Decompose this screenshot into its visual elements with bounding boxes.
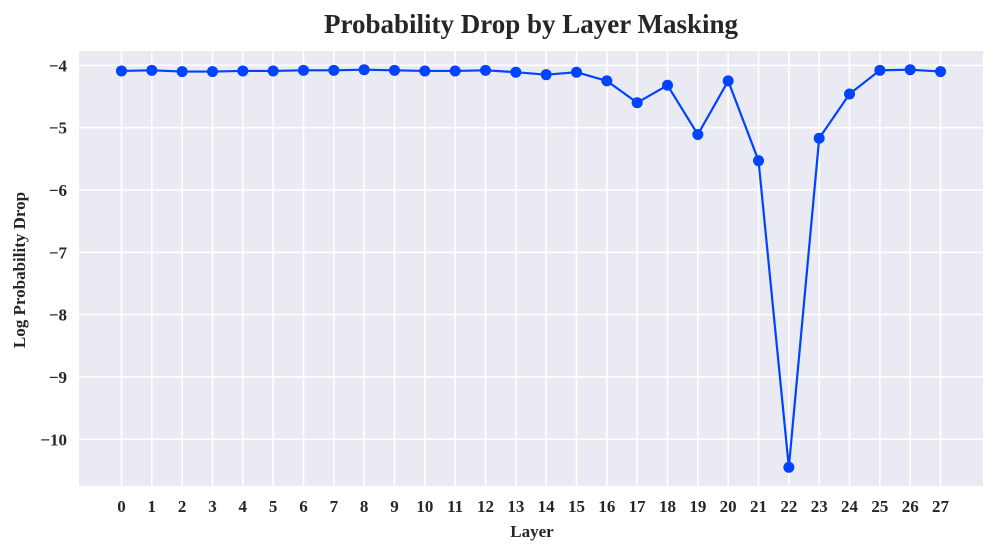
series-group [115, 64, 947, 473]
data-point [601, 75, 613, 87]
x-tick-label: 7 [330, 497, 339, 516]
y-tick-label: −10 [40, 430, 67, 449]
data-point [115, 65, 127, 77]
y-tick-label: −5 [49, 119, 67, 138]
data-point [358, 64, 370, 76]
data-point [510, 66, 522, 78]
x-tick-label: 5 [269, 497, 278, 516]
data-point [267, 65, 279, 77]
data-point [146, 64, 158, 76]
x-tick-label: 16 [598, 497, 615, 516]
data-point [692, 129, 704, 141]
x-tick-label: 15 [568, 497, 585, 516]
data-point [753, 155, 765, 167]
x-tick-label: 18 [659, 497, 676, 516]
x-tick-label: 4 [239, 497, 248, 516]
x-axis-ticks: 0 1 2 3 4 5 6 7 8 9 10 11 12 13 14 15 16 17 18 19 20 21 22 23 24… [117, 497, 949, 516]
data-point [662, 79, 674, 91]
x-axis-label: Layer [510, 522, 554, 541]
data-point [328, 64, 340, 76]
data-point [844, 88, 856, 100]
y-tick-label: −9 [49, 368, 67, 387]
y-axis-label: Log Probability Drop [10, 192, 29, 348]
x-tick-label: 26 [902, 497, 919, 516]
data-point [904, 64, 916, 76]
series-line [121, 68, 941, 469]
x-tick-label: 2 [178, 497, 187, 516]
x-tick-label: 24 [841, 497, 859, 516]
x-tick-label: 6 [299, 497, 308, 516]
chart-title: Probability Drop by Layer Masking [324, 9, 739, 39]
data-point [813, 132, 825, 144]
data-point [237, 65, 249, 77]
x-tick-label: 19 [689, 497, 706, 516]
x-tick-label: 21 [750, 497, 767, 516]
x-tick-label: 1 [148, 497, 157, 516]
data-point [631, 97, 643, 109]
data-point [935, 66, 947, 78]
data-point [297, 64, 309, 76]
data-point [206, 66, 218, 78]
data-point [783, 461, 795, 473]
data-point [176, 66, 188, 78]
x-tick-label: 17 [629, 497, 647, 516]
x-tick-label: 27 [932, 497, 950, 516]
x-tick-label: 3 [208, 497, 217, 516]
plot-area [79, 51, 983, 486]
x-tick-label: 23 [811, 497, 828, 516]
data-point [419, 65, 431, 77]
x-tick-label: 14 [538, 497, 556, 516]
data-point [388, 64, 400, 76]
data-point [571, 66, 583, 78]
x-tick-label: 20 [720, 497, 737, 516]
x-tick-label: 0 [117, 497, 126, 516]
x-tick-label: 13 [507, 497, 524, 516]
x-tick-label: 10 [416, 497, 433, 516]
data-point [874, 64, 886, 76]
data-point [722, 75, 734, 87]
gridlines [79, 51, 983, 486]
x-tick-label: 22 [780, 497, 797, 516]
data-point [449, 65, 461, 77]
y-tick-label: −8 [49, 306, 67, 325]
y-tick-label: −4 [49, 56, 68, 75]
y-axis-ticks: −4 −5 −6 −7 −8 −9 −10 [40, 56, 67, 449]
x-tick-label: 11 [447, 497, 463, 516]
data-point [479, 64, 491, 76]
y-tick-label: −6 [49, 181, 67, 200]
data-point [540, 69, 552, 81]
x-tick-label: 25 [871, 497, 888, 516]
y-tick-label: −7 [49, 243, 68, 262]
x-tick-label: 12 [477, 497, 494, 516]
x-tick-label: 8 [360, 497, 369, 516]
x-tick-label: 9 [390, 497, 399, 516]
